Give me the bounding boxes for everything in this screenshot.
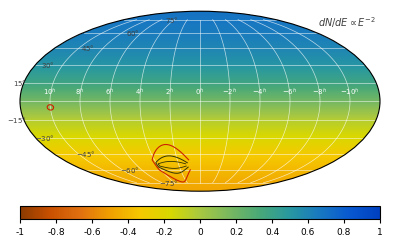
Text: $-10^h$: $-10^h$ [340,86,360,98]
Text: $75°$: $75°$ [165,15,179,25]
Text: $2^h$: $2^h$ [165,86,175,98]
Text: $10^h$: $10^h$ [43,86,57,98]
Text: $-8^h$: $-8^h$ [312,86,328,98]
Text: $8^h$: $8^h$ [76,86,85,98]
Text: $-6^h$: $-6^h$ [282,86,298,98]
Text: $-4^h$: $-4^h$ [252,86,268,98]
Text: $6^h$: $6^h$ [106,86,115,98]
Text: $4^h$: $4^h$ [136,86,145,98]
Text: $0^h$: $0^h$ [195,86,205,98]
Text: $30°$: $30°$ [41,60,55,70]
Text: $-45°$: $-45°$ [76,149,95,160]
X-axis label: $\log(E^2\,dN/dE\;[\mathrm{GeVcm}^{-2}])$: $\log(E^2\,dN/dE\;[\mathrm{GeVcm}^{-2}])… [139,240,261,241]
Text: $60°$: $60°$ [126,28,140,38]
Text: $15°$: $15°$ [13,78,27,88]
Text: $-2^h$: $-2^h$ [222,86,238,98]
Text: $-15°$: $-15°$ [8,115,27,125]
Text: $45°$: $45°$ [81,43,95,53]
Text: $-30°$: $-30°$ [35,133,55,143]
Text: $dN/dE \propto E^{-2}$: $dN/dE \propto E^{-2}$ [318,15,376,30]
Text: $-75°$: $-75°$ [160,178,179,188]
Text: $-60°$: $-60°$ [120,165,140,175]
